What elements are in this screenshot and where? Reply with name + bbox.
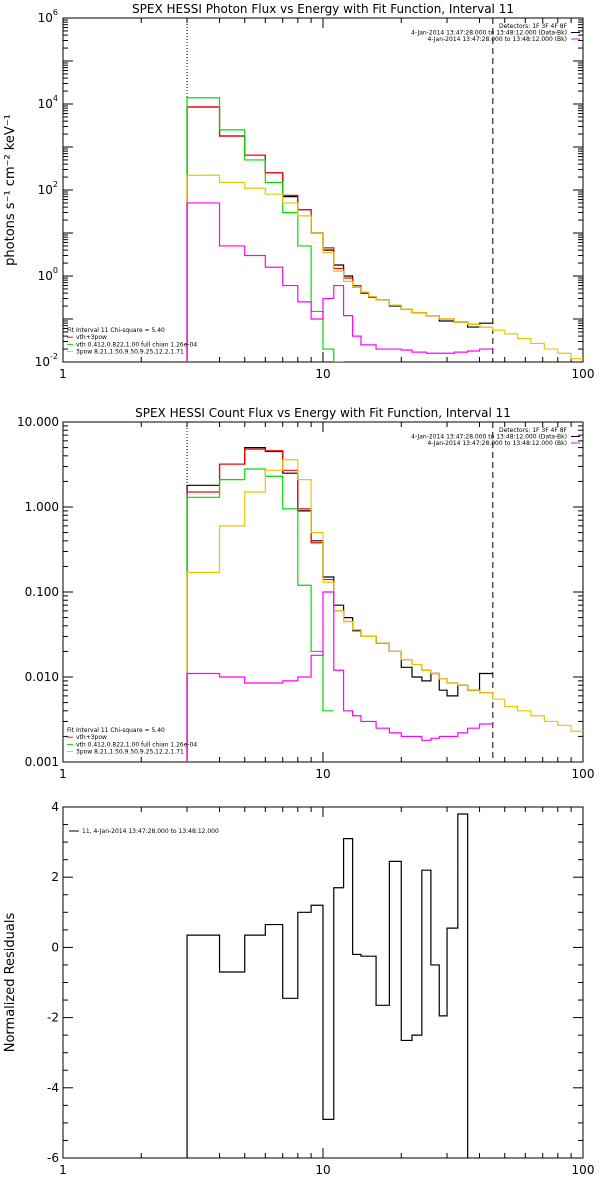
series-1-line [186, 106, 493, 362]
y-tick-label: -4 [47, 1081, 59, 1095]
series-5-line [186, 202, 493, 362]
y-tick-label-exp: 6 [53, 8, 58, 17]
legend-bottom-text: vth+3pow [76, 734, 107, 741]
legend-bottom-text: Fit Interval 11 Chi-square = 5.40 [67, 327, 165, 334]
series-5-line [186, 591, 493, 762]
x-tick-label: 1 [59, 367, 67, 381]
x-tick-label: 10 [315, 767, 330, 781]
y-tick-label-exp: 2 [53, 180, 58, 189]
y-tick-label: 4 [51, 800, 59, 814]
y-tick-label: 100 [38, 266, 58, 283]
legend-top-text: 4-Jan-2014 13:47:28.000 to 13:48:12.000 … [427, 440, 567, 447]
y-tick-label: 2 [51, 870, 59, 884]
legend-bottom-text: 3pow 8.21,1.50,9.50,9.25,12.2,1.71 [76, 349, 184, 356]
y-tick-label: 1.000 [25, 500, 59, 514]
series-4-line [186, 174, 583, 362]
y-tick-label: 0.010 [25, 670, 59, 684]
y-tick-label: 104 [38, 94, 58, 111]
series-2-line [186, 106, 493, 362]
x-tick-label: 1 [59, 1163, 67, 1177]
y-tick-label: -2 [47, 1011, 59, 1025]
x-tick-label: 100 [572, 767, 595, 781]
legend-bottom-text: vth 0.412,0.822,1.00 full chian 1.26e-04 [76, 741, 197, 748]
y-tick-label: -6 [47, 1151, 59, 1165]
legend-top-text: Detectors: 1F 3F 4F 8F [499, 23, 568, 30]
y-tick-label-exp: 0 [53, 266, 58, 275]
legend-top-text: 4-Jan-2014 13:47:28.000 to 13:48:12.000 … [411, 30, 567, 37]
legend-bottom-text: 3pow 8.21,1.50,9.50,9.25,12.2,1.71 [76, 749, 184, 756]
y-tick-label-base: 10 [38, 183, 53, 197]
legend-bottom-text: vth 0.412,0.822,1.00 full chian 1.26e-04 [76, 341, 197, 348]
y-tick-label: 102 [38, 180, 58, 197]
legend-bottom-text: vth+3pow [76, 334, 107, 341]
y-tick-label: 0.001 [25, 755, 59, 769]
y-tick-label-base: 10 [35, 355, 50, 369]
x-tick-label: 100 [572, 367, 595, 381]
y-axis-label: photons s⁻¹ cm⁻² keV⁻¹ [3, 114, 18, 266]
x-tick-label: 10 [315, 1163, 330, 1177]
y-tick-label-base: 10 [38, 269, 53, 283]
panel-1: SPEX HESSI Photon Flux vs Energy with Fi… [3, 2, 594, 381]
y-tick-label: 10-2 [35, 352, 58, 369]
y-tick-label: 0.100 [25, 585, 59, 599]
series-4-line [186, 459, 583, 762]
y-tick-label: 0 [51, 940, 59, 954]
chart-title: SPEX HESSI Photon Flux vs Energy with Fi… [132, 2, 514, 16]
chart-title: SPEX HESSI Count Flux vs Energy with Fit… [135, 406, 511, 420]
series-3-line [186, 468, 334, 762]
legend-top-text: 4-Jan-2014 13:47:28.000 to 13:48:12.000 … [427, 36, 567, 43]
y-tick-label-exp: 4 [53, 94, 58, 103]
panel-3: 1 10 100 -6 -4 -2 0 2 4 Normalized Residuals 11, 4… [3, 800, 594, 1177]
y-tick-label-base: 10 [38, 97, 53, 111]
y-tick-label: 10.000 [17, 415, 59, 429]
series-1-line [186, 813, 469, 1158]
legend-bottom-text: Fit Interval 11 Chi-square = 5.40 [67, 727, 165, 734]
legend-top-text: 11, 4-Jan-2014 13:47:28.000 to 13:48:12.… [82, 828, 219, 835]
series-3-line [186, 97, 344, 362]
y-tick-label: 106 [38, 8, 58, 25]
x-tick-label: 100 [572, 1163, 595, 1177]
legend-top-text: Detectors: 1F 3F 4F 8F [499, 427, 568, 434]
y-tick-label-exp: -2 [50, 352, 58, 361]
y-tick-label-base: 10 [38, 11, 53, 25]
series-1-line [186, 446, 493, 762]
x-tick-label: 10 [315, 367, 330, 381]
panel-2: SPEX HESSI Count Flux vs Energy with Fit… [17, 406, 594, 781]
x-tick-label: 1 [59, 767, 67, 781]
legend-top-text: 4-Jan-2014 13:47:28.000 to 13:48:12.000 … [411, 434, 567, 441]
y-axis-label: Normalized Residuals [3, 913, 18, 1053]
